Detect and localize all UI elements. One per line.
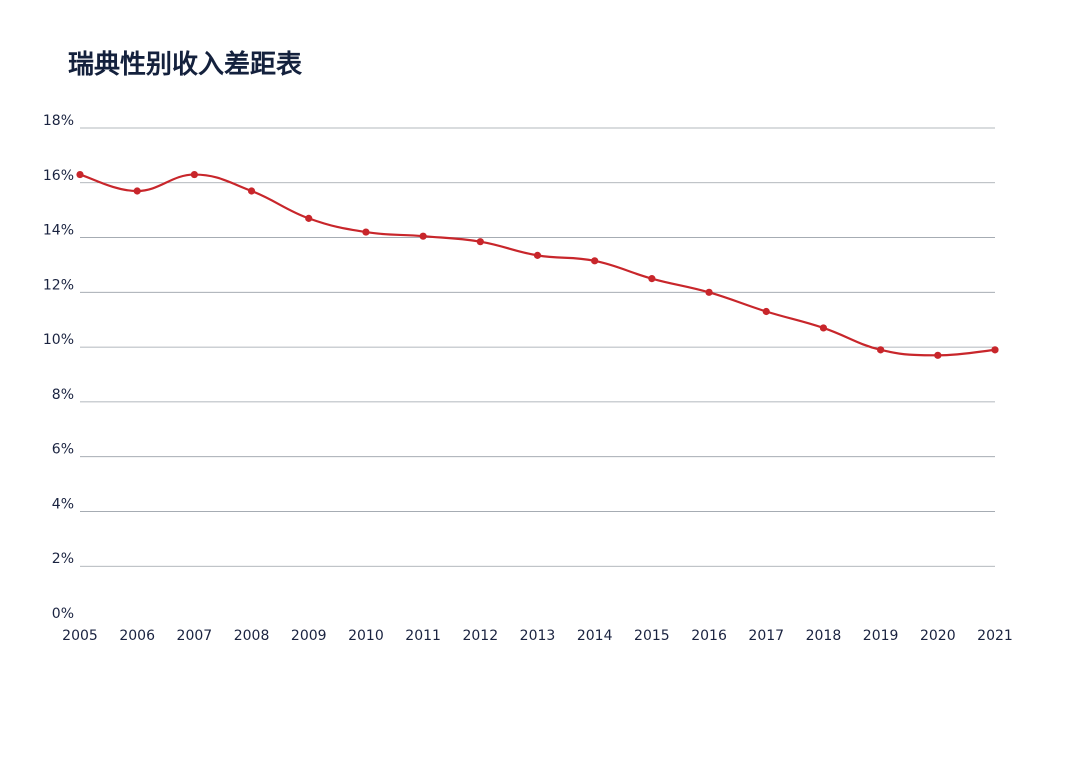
x-tick-label: 2012 <box>462 628 498 644</box>
data-point <box>591 257 599 265</box>
data-point <box>648 275 656 283</box>
x-tick-label: 2007 <box>177 628 213 644</box>
y-tick-label: 16% <box>43 168 74 184</box>
series-line <box>78 173 997 357</box>
data-point <box>133 187 141 195</box>
y-tick-label: 6% <box>52 442 74 458</box>
x-tick-label: 2006 <box>119 628 155 644</box>
data-point <box>76 170 84 179</box>
y-tick-label: 12% <box>43 277 74 293</box>
data-point <box>991 346 999 354</box>
y-tick-label: 18% <box>43 113 74 129</box>
x-tick-label: 2008 <box>234 628 270 644</box>
chart-title: 瑞典性别收入差距表 <box>68 50 303 80</box>
data-point <box>762 307 770 316</box>
data-point <box>476 238 484 246</box>
y-tick-label: 4% <box>52 496 74 512</box>
y-tick-label: 10% <box>43 332 74 348</box>
data-point <box>705 288 713 296</box>
data-point <box>419 232 427 240</box>
data-point <box>533 251 542 259</box>
x-tick-label: 2014 <box>577 628 613 644</box>
y-tick-label: 0% <box>52 606 74 622</box>
data-point <box>877 346 885 354</box>
y-tick-label: 8% <box>52 387 74 403</box>
x-tick-label: 2016 <box>691 628 727 644</box>
x-tick-label: 2015 <box>634 628 670 644</box>
x-tick-label: 2021 <box>977 628 1013 644</box>
x-tick-label: 2017 <box>748 628 784 644</box>
x-tick-label: 2013 <box>520 628 556 644</box>
x-tick-label: 2019 <box>863 628 899 644</box>
data-point <box>819 324 828 332</box>
grid-lines <box>80 127 995 567</box>
data-point <box>305 214 313 222</box>
x-axis-ticks: 2005 2006 2007 2008 2009 2010 2011 2012 2013 2014… <box>62 628 1013 644</box>
x-tick-label: 2011 <box>405 628 441 644</box>
data-point <box>247 187 256 195</box>
x-tick-label: 2018 <box>806 628 842 644</box>
data-point <box>362 228 370 236</box>
x-tick-label: 2005 <box>62 628 98 644</box>
data-point <box>934 351 942 359</box>
data-point <box>190 170 198 179</box>
y-tick-label: 14% <box>43 223 74 239</box>
y-tick-label: 2% <box>52 551 74 567</box>
x-tick-label: 2009 <box>291 628 327 644</box>
data-series <box>76 170 999 359</box>
x-tick-label: 2010 <box>348 628 384 644</box>
y-axis-ticks: 0% 2% 4% 6% 8% 10% 12% 14% 16% 18% <box>43 113 74 622</box>
x-tick-label: 2020 <box>920 628 956 644</box>
